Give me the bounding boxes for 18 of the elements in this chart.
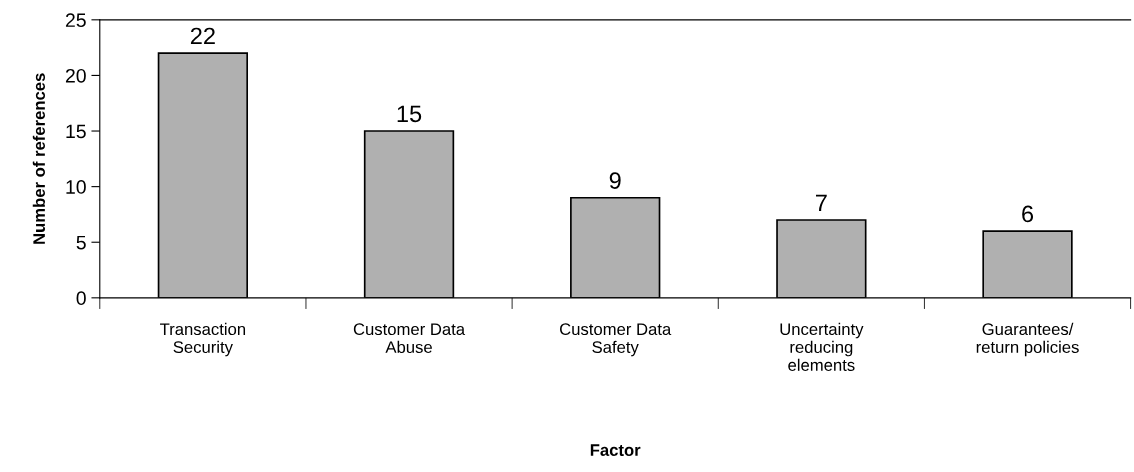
data-label: 15 xyxy=(397,105,422,123)
data-label: 9 xyxy=(609,172,621,189)
x-axis-title: Factor xyxy=(590,444,641,456)
x-tick-label: Transaction Security xyxy=(160,322,246,357)
y-tick-label: 10 xyxy=(66,180,86,194)
y-tick-label: 25 xyxy=(65,13,86,28)
y-tick-label: 15 xyxy=(66,124,86,139)
data-label: 7 xyxy=(816,194,827,211)
x-tick-label: Uncertainty reducing elements xyxy=(780,322,864,371)
y-tick-label: 0 xyxy=(76,291,86,306)
x-tick-label: Guarantees/ return policies xyxy=(976,322,1079,357)
y-tick-label: 5 xyxy=(76,235,86,250)
x-tick-label: Customer Data Safety xyxy=(560,323,672,357)
data-label: 6 xyxy=(1022,205,1034,223)
data-label: 22 xyxy=(190,27,215,45)
y-axis-title: Number of references xyxy=(32,73,46,244)
y-tick-label: 20 xyxy=(65,68,86,83)
x-tick-label: Customer Data Abuse xyxy=(353,323,466,354)
